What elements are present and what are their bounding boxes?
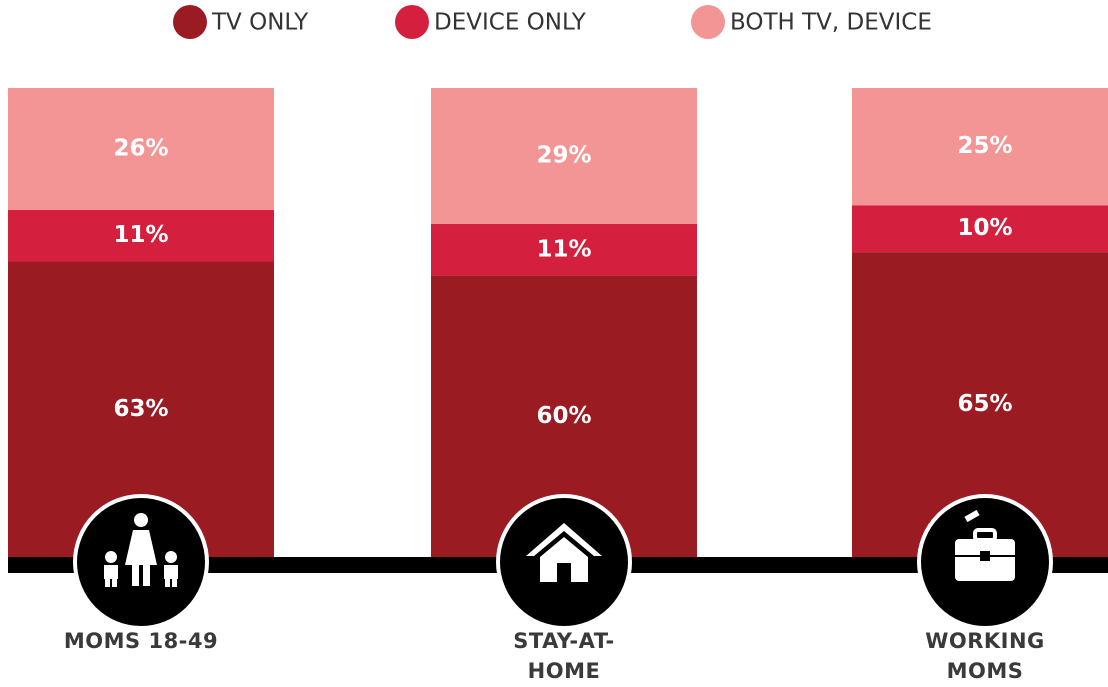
value-label: 26% xyxy=(113,135,168,161)
icon-part xyxy=(132,562,139,586)
icon-part xyxy=(112,578,117,587)
value-label: 10% xyxy=(957,215,1012,241)
icon-part xyxy=(980,551,990,561)
value-label: 65% xyxy=(957,391,1012,417)
icon-part xyxy=(164,565,178,579)
legend-swatch xyxy=(691,5,725,39)
icon-part xyxy=(105,578,110,587)
icon-part xyxy=(526,523,602,556)
legend-label: BOTH TV, DEVICE xyxy=(730,10,932,36)
value-label: 11% xyxy=(536,236,591,262)
value-label: 60% xyxy=(536,403,591,429)
icon-part xyxy=(143,562,150,586)
legend-label: DEVICE ONLY xyxy=(434,10,587,36)
category-icon xyxy=(73,494,209,630)
bar-segment xyxy=(8,209,274,262)
category-label: MOMS 18-49 xyxy=(63,629,219,653)
value-label: 63% xyxy=(113,396,168,422)
icon-part xyxy=(540,537,588,582)
icon-part xyxy=(104,565,118,579)
legend-swatch xyxy=(173,5,207,39)
value-label: 25% xyxy=(957,133,1012,159)
category-icon xyxy=(496,494,632,630)
bar-segment xyxy=(431,224,697,276)
bar-segment xyxy=(8,88,274,210)
category-label: WORKING MOMS xyxy=(925,629,1045,683)
icon-part xyxy=(172,578,177,587)
icon-part xyxy=(134,513,148,527)
category-label: STAY-AT-HOME MOMS xyxy=(513,629,615,683)
legend-label: TV ONLY xyxy=(211,10,309,36)
icon-part xyxy=(165,578,170,587)
value-label: 11% xyxy=(113,222,168,248)
bar-segment xyxy=(852,205,1108,253)
icon-part xyxy=(165,551,177,563)
legend-swatch xyxy=(395,5,429,39)
category-icon xyxy=(917,494,1053,630)
icon-part xyxy=(964,509,980,523)
value-label: 29% xyxy=(536,143,591,169)
icon-part xyxy=(125,530,157,565)
icon-part xyxy=(105,551,117,563)
bar-segment xyxy=(852,88,1108,206)
bar-segment xyxy=(431,88,697,225)
